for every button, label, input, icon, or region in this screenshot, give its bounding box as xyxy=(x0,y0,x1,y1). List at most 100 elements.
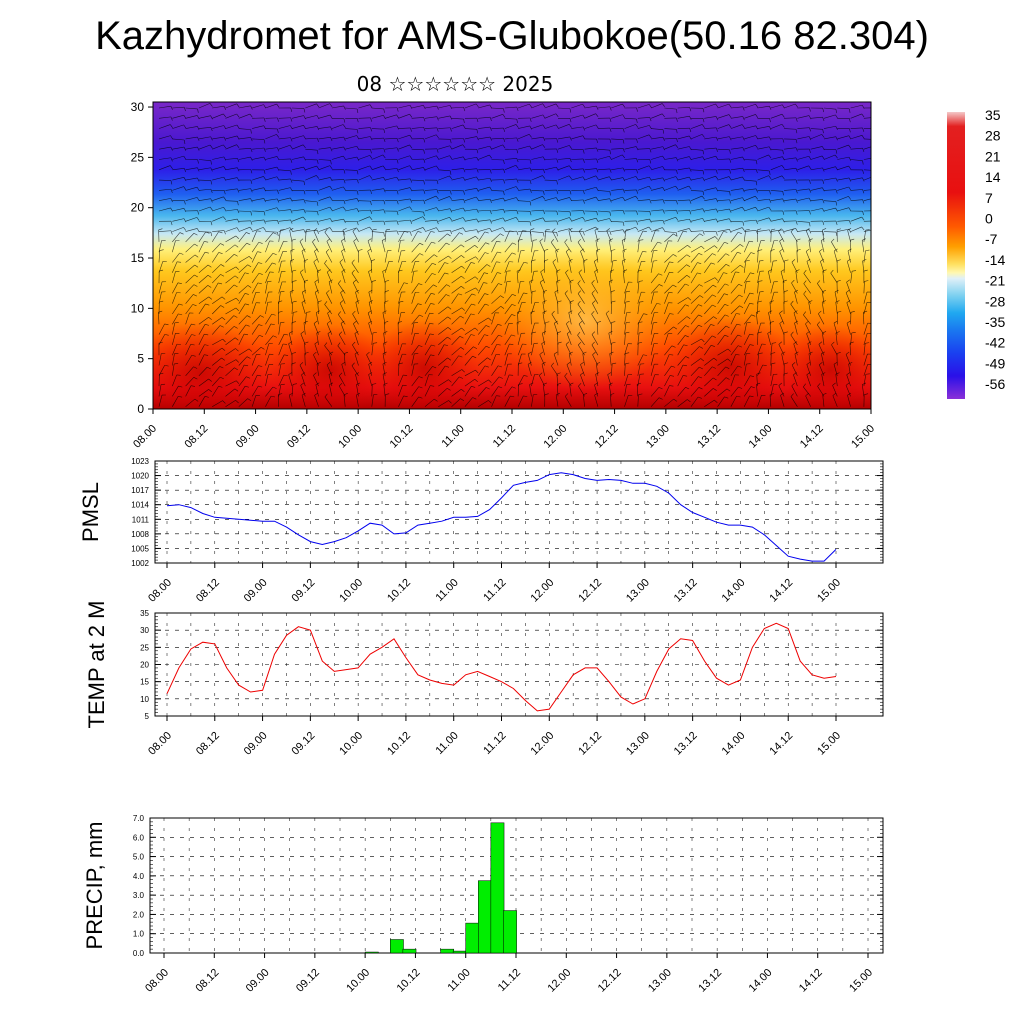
precip-bar xyxy=(440,948,455,954)
wind-barb-flag xyxy=(221,357,225,361)
wind-barb-flag xyxy=(557,341,562,344)
wind-barb-flag xyxy=(326,238,331,242)
y-tick-label: 3.0 xyxy=(133,891,145,900)
wind-barb xyxy=(225,400,236,407)
wind-barb-flag xyxy=(235,297,240,302)
wind-barb xyxy=(411,386,419,397)
wind-barb xyxy=(831,241,838,253)
wind-barb-flag xyxy=(819,248,823,252)
wind-barb xyxy=(326,271,333,284)
wind-barb-flag xyxy=(290,219,293,224)
wind-barb xyxy=(717,242,725,253)
wind-barb-flag xyxy=(221,347,226,351)
wind-barb xyxy=(784,147,797,150)
wind-barb xyxy=(265,198,278,201)
wind-barb-flag xyxy=(769,136,772,141)
wind-barb xyxy=(757,136,770,140)
wind-barb xyxy=(803,273,811,284)
wind-barb xyxy=(651,177,663,181)
wind-barb-flag xyxy=(432,262,437,265)
wind-barb xyxy=(803,386,811,397)
wind-barb xyxy=(438,294,447,304)
wind-barb xyxy=(791,282,798,294)
wind-barb-flag xyxy=(257,251,262,253)
wind-barb-flag xyxy=(625,331,630,334)
wind-barb xyxy=(265,166,278,171)
wind-barb-flag xyxy=(183,146,187,151)
wind-barb xyxy=(326,292,333,304)
wind-barb xyxy=(278,343,284,356)
wind-barb xyxy=(664,326,674,335)
wind-barb-flag xyxy=(832,392,837,396)
wind-barb xyxy=(318,206,331,212)
wind-barb-flag xyxy=(329,165,333,170)
wind-barb-flag xyxy=(564,290,568,294)
wind-barb xyxy=(850,226,862,232)
wind-barb-flag xyxy=(314,341,319,345)
wind-barb xyxy=(571,103,583,109)
wind-barb xyxy=(636,384,639,397)
wind-barb xyxy=(637,199,650,201)
wind-barb-flag xyxy=(662,209,665,214)
wind-barb-flag xyxy=(795,103,798,108)
wind-barb-flag xyxy=(291,352,296,354)
wind-barb xyxy=(624,195,636,201)
wind-barb xyxy=(597,190,610,192)
wind-barb xyxy=(677,115,690,119)
wind-barb xyxy=(542,384,545,397)
wind-barb xyxy=(278,354,285,366)
wind-barb xyxy=(611,177,623,181)
wind-barb-flag xyxy=(304,341,309,344)
wind-barb xyxy=(411,148,424,151)
y-tick-label: 25 xyxy=(131,150,145,164)
wind-barb-flag xyxy=(272,252,277,256)
wind-barb-flag xyxy=(370,127,373,132)
wind-barb-flag xyxy=(317,190,319,195)
wind-barb-flag xyxy=(698,376,703,379)
wind-barb xyxy=(544,231,557,233)
wind-barb xyxy=(185,323,192,335)
wind-barb xyxy=(368,292,373,304)
wind-barb-flag xyxy=(756,310,761,313)
wind-barb-flag xyxy=(661,113,665,118)
wind-barb-flag xyxy=(461,307,465,311)
x-tick-label: 08.00 xyxy=(146,730,174,758)
wind-barb-flag xyxy=(326,290,330,294)
wind-barb xyxy=(265,364,270,376)
wind-barb xyxy=(491,306,501,315)
wind-barb-flag xyxy=(863,310,868,313)
wind-barb xyxy=(717,176,730,181)
wind-barb xyxy=(398,187,411,191)
wind-barb xyxy=(238,293,246,304)
wind-barb xyxy=(744,103,756,109)
wind-barb xyxy=(577,303,585,315)
wind-barb-flag xyxy=(396,138,399,143)
wind-barb-flag xyxy=(622,221,625,227)
wind-barb-flag xyxy=(662,103,665,107)
wind-barb-flag xyxy=(714,399,718,403)
wind-barb-flag xyxy=(686,316,691,320)
wind-barb xyxy=(591,344,599,356)
wind-barb-flag xyxy=(778,341,783,345)
wind-barb xyxy=(331,218,344,222)
wind-barb-flag xyxy=(809,107,811,112)
wind-barb xyxy=(225,158,238,160)
wind-barb-flag xyxy=(569,190,572,195)
wind-barb xyxy=(451,315,461,325)
wind-barb xyxy=(251,324,259,335)
wind-barb xyxy=(797,197,810,201)
wind-barb-flag xyxy=(597,321,602,323)
wind-barb xyxy=(650,397,660,407)
wind-barb-flag xyxy=(178,385,183,388)
wind-barb-flag xyxy=(183,186,187,191)
wind-barb-flag xyxy=(343,200,346,205)
wind-barb-flag xyxy=(176,343,181,345)
wind-barb-flag xyxy=(862,160,864,165)
wind-barb-flag xyxy=(835,109,837,114)
wind-barb xyxy=(557,165,570,171)
wind-barb xyxy=(850,135,863,140)
wind-barb-flag xyxy=(724,283,729,286)
wind-barb xyxy=(596,250,599,263)
wind-barb-flag xyxy=(499,376,503,379)
